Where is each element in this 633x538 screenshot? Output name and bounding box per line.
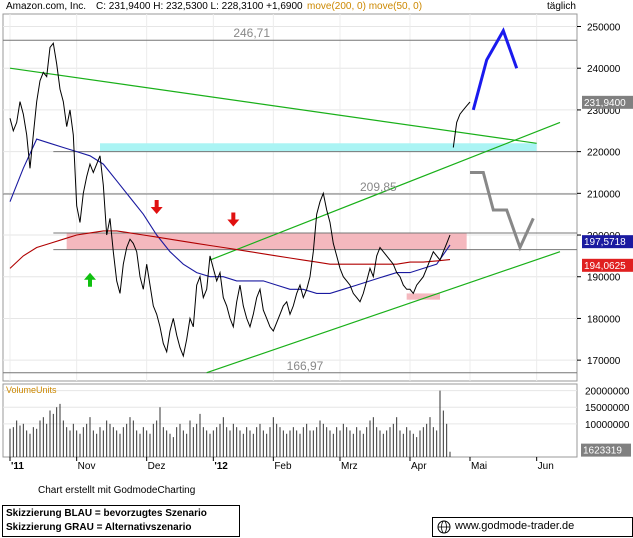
moving-average-line <box>9 230 451 269</box>
legend-grey: Skizzierung GRAU = Alternativszenario <box>6 522 192 533</box>
x-tick-label: Mrz <box>341 461 358 472</box>
volume-tick-label: 15000000 <box>585 403 630 414</box>
header-interval: täglich <box>547 1 576 12</box>
volume-bars <box>9 390 451 457</box>
price-tag <box>582 235 633 249</box>
y-tick-label: 190000 <box>587 273 621 284</box>
source-link[interactable]: www.godmode-trader.de <box>432 517 633 537</box>
price-series <box>9 41 471 358</box>
y-tick-label: 230000 <box>587 106 621 117</box>
middle-channel <box>209 121 561 261</box>
price-line <box>452 101 471 148</box>
volume-tick-label: 10000000 <box>585 420 630 431</box>
scenario-grau <box>470 171 535 252</box>
x-tick-label: Apr <box>411 461 427 472</box>
x-axis: '11 Nov Dez '12 Feb Mrz Apr Mai Jun <box>9 457 554 472</box>
pink-zone <box>66 232 467 250</box>
x-tick-label: Jun <box>538 461 554 472</box>
y-tick-label: 240000 <box>587 64 621 75</box>
price-tag <box>582 258 633 272</box>
price-tag-label: 194,0625 <box>584 261 626 272</box>
signal-arrows <box>84 200 240 287</box>
price-line <box>9 41 451 358</box>
y-tick-label: 210000 <box>587 189 621 200</box>
scenario-sketches <box>470 27 535 252</box>
x-tick-label: Dez <box>148 461 166 472</box>
source-url[interactable]: www.godmode-trader.de <box>455 520 575 532</box>
price-tags: 231,9400 197,5718 194,0625 <box>582 95 633 272</box>
y-tick-label: 170000 <box>587 356 621 367</box>
chart-credit: Chart erstellt mit GodmodeCharting <box>38 485 196 496</box>
volume-current-tag <box>581 443 631 457</box>
volume-current-label: 1623319 <box>583 446 622 457</box>
horizontal-levels <box>3 39 577 374</box>
price-tag-label: 231,9400 <box>584 98 626 109</box>
trend-channels <box>9 67 561 374</box>
volume-grid <box>3 390 577 425</box>
upper-channel <box>9 67 537 144</box>
green-up-arrow <box>84 272 96 287</box>
price-tag <box>582 95 633 109</box>
y-tick-label: 220000 <box>587 148 621 159</box>
y-tick-label: 250000 <box>587 23 621 34</box>
level-label: 246,71 <box>233 26 270 40</box>
scenario-blau <box>471 27 519 111</box>
lower-channel <box>206 251 561 374</box>
volume-label: VolumeUnits <box>6 385 57 395</box>
volume-y-axis: 20000000 15000000 10000000 1623319 <box>581 387 631 457</box>
level-label: 209,85 <box>360 180 397 194</box>
red-down-arrow-2 <box>227 212 240 227</box>
price-tag-label: 197,5718 <box>584 237 626 248</box>
x-tick-label: '11 <box>11 461 24 472</box>
highlight-zones <box>66 143 537 300</box>
y-tick-label: 180000 <box>587 314 621 325</box>
x-tick-label: Feb <box>274 461 292 472</box>
globe-icon <box>437 520 451 534</box>
x-tick-label: Mai <box>471 461 487 472</box>
legend-blue: Skizzierung BLAU = bevorzugtes Szenario <box>6 508 207 519</box>
red-down-arrow-1 <box>150 200 163 215</box>
level-labels: 246,71 209,85 166,97 <box>233 26 397 373</box>
price-y-axis: 1700001800001900002000002100002200002300… <box>577 23 621 367</box>
level-label: 166,97 <box>287 359 324 373</box>
small-pink-zone <box>406 293 440 300</box>
header-title: Amazon.com, Inc. <box>6 1 87 12</box>
scenario-legend: Skizzierung BLAU = bevorzugtes Szenario … <box>2 505 240 537</box>
volume-tick-label: 20000000 <box>585 387 630 398</box>
x-tick-label: '12 <box>214 461 228 472</box>
moving-average-line <box>9 138 451 294</box>
x-tick-label: Nov <box>78 461 96 472</box>
header-ohlc: C: 231,9400 H: 232,5300 L: 228,3100 +1,6… <box>96 1 303 12</box>
cyan-zone <box>100 143 537 152</box>
header-ma-legend: move(200, 0) move(50, 0) <box>307 1 423 12</box>
